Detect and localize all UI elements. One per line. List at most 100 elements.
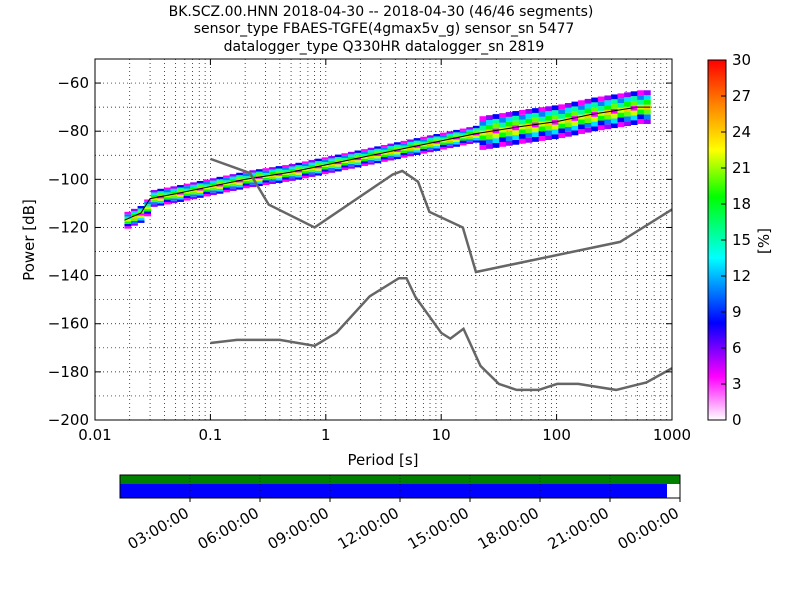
psd-cell — [170, 188, 178, 192]
psd-cell — [413, 138, 421, 141]
psd-cell — [361, 161, 369, 164]
psd-cell — [124, 221, 132, 224]
psd-cell — [630, 115, 638, 121]
psd-cell — [183, 190, 191, 194]
psd-cell — [518, 119, 526, 125]
psd-cell — [328, 158, 336, 161]
psd-cell — [643, 90, 651, 96]
psd-cell — [275, 168, 283, 171]
mode-line — [124, 106, 651, 221]
psd-cell — [177, 189, 184, 193]
psd-cell — [564, 127, 572, 132]
psd-cell — [426, 135, 434, 138]
psd-cell — [203, 191, 211, 195]
psd-cell — [255, 181, 263, 184]
psd-cell — [420, 139, 428, 142]
psd-cell — [624, 101, 631, 107]
psd-cell — [157, 196, 165, 199]
psd-cell — [177, 192, 184, 195]
psd-cell — [578, 109, 585, 115]
psd-cell — [183, 183, 191, 187]
psd-cell — [315, 158, 322, 162]
psd-cell — [190, 194, 198, 197]
psd-cell — [571, 125, 579, 131]
psd-cell — [440, 139, 447, 143]
psd-cell — [578, 105, 585, 110]
psd-cell — [518, 114, 526, 120]
psd-cell — [413, 145, 421, 148]
psd-cell — [124, 226, 132, 229]
psd-cell — [367, 157, 375, 160]
psd-cell — [262, 170, 270, 173]
psd-cell — [144, 211, 152, 214]
psd-cell — [282, 174, 290, 178]
psd-cell — [492, 138, 500, 144]
psd-cell — [361, 151, 369, 154]
psd-cell — [617, 107, 625, 113]
psd-cell — [315, 168, 322, 171]
psd-cell — [275, 173, 283, 176]
psd-cell — [163, 194, 171, 198]
psd-cell — [440, 132, 447, 136]
psd-cell — [630, 105, 638, 111]
psd-cell — [499, 117, 507, 123]
psd-cell — [216, 181, 224, 185]
y-tick-label: −100 — [48, 170, 89, 188]
coverage-tick-label: 03:00:00 — [125, 504, 192, 553]
psd-cell — [420, 136, 428, 140]
psd-cell — [453, 134, 461, 138]
psd-cell — [144, 209, 152, 212]
psd-cell — [604, 100, 612, 106]
psd-cell — [347, 163, 355, 167]
psd-cell — [624, 97, 631, 102]
psd-cell — [183, 188, 191, 191]
psd-cell — [551, 115, 559, 120]
psd-cell — [255, 174, 263, 177]
psd-cell — [578, 119, 585, 125]
y-tick-label: −120 — [48, 218, 89, 236]
psd-cell — [538, 131, 546, 137]
psd-cell — [453, 132, 461, 135]
psd-cell — [209, 190, 217, 193]
psd-plot: 0.01 0.1 1 10 100 1000 −200 −180 −160 −140 −120 −1… — [20, 58, 691, 469]
psd-cell — [157, 188, 165, 192]
coverage-tick-label: 18:00:00 — [475, 504, 542, 553]
psd-cell — [597, 120, 605, 126]
psd-cell — [354, 152, 362, 156]
psd-cell — [459, 133, 467, 136]
psd-cell — [131, 213, 138, 217]
psd-cell — [630, 96, 638, 101]
coverage-data-bar — [120, 475, 680, 484]
psd-cell — [394, 156, 401, 160]
psd-cell — [315, 170, 322, 174]
psd-cell — [525, 118, 533, 124]
psd-cell — [137, 220, 145, 223]
psd-cell — [558, 109, 566, 114]
psd-cell — [341, 165, 349, 168]
psd-cell — [426, 145, 434, 148]
psd-cell — [328, 160, 336, 164]
psd-cell — [374, 148, 382, 152]
psd-cell — [334, 166, 342, 170]
psd-cell — [394, 149, 401, 152]
colorbar-tick-label: 3 — [732, 375, 742, 393]
psd-cell — [131, 211, 138, 214]
psd-cell — [269, 176, 276, 180]
colorbar-ticks: 0 3 6 9 12 15 18 21 24 27 30 — [721, 51, 751, 429]
psd-cell — [288, 173, 296, 177]
psd-cell — [163, 202, 171, 205]
psd-cell — [275, 180, 283, 183]
psd-cell — [282, 167, 290, 170]
psd-cell — [275, 178, 283, 181]
psd-cell — [282, 169, 290, 173]
psd-cell — [505, 126, 513, 132]
psd-cell — [551, 134, 559, 140]
psd-cell — [420, 143, 428, 147]
psd-cell — [124, 223, 132, 227]
psd-cell — [400, 145, 408, 149]
psd-cell — [223, 180, 230, 183]
psd-cell — [137, 206, 145, 209]
psd-cell — [269, 169, 276, 172]
psd-cell — [137, 215, 145, 219]
psd-cell — [163, 197, 171, 200]
